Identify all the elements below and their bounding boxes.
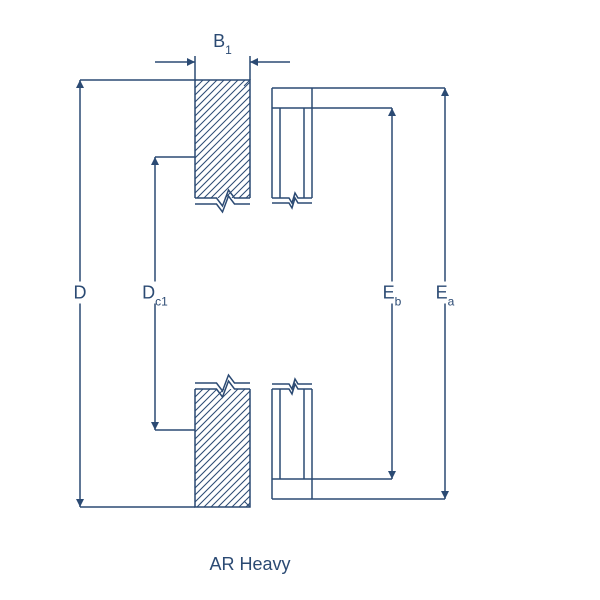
- label-D: D: [74, 283, 87, 303]
- label-B1: B1: [213, 31, 232, 57]
- ar-heavy-diagram: B1DDc1EbEaAR Heavy: [0, 0, 600, 600]
- diagram-title: AR Heavy: [209, 554, 290, 574]
